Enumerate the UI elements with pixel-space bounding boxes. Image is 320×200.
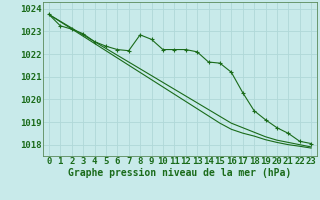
X-axis label: Graphe pression niveau de la mer (hPa): Graphe pression niveau de la mer (hPa)	[68, 168, 292, 178]
